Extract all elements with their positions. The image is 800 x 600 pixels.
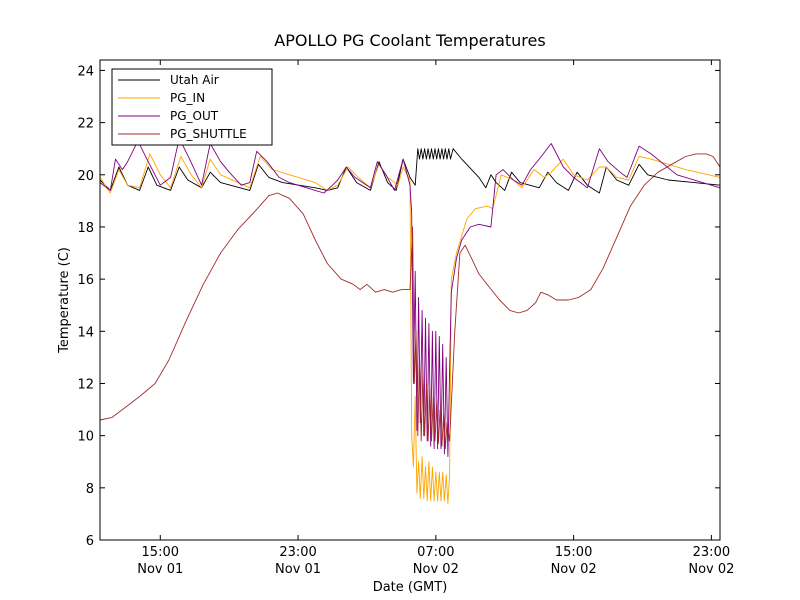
y-axis-label: Temperature (C) [57, 247, 72, 354]
legend-label-utah-air: Utah Air [170, 73, 219, 87]
series-line-utah-air [99, 148, 721, 194]
y-tick-label: 20 [77, 169, 94, 184]
y-tick-label: 10 [77, 430, 94, 445]
series-layer [99, 137, 721, 504]
y-tick-label: 14 [77, 325, 94, 340]
x-tick-label-time: 23:00 [279, 545, 316, 560]
y-tick-label: 18 [77, 221, 94, 236]
x-tick-label-time: 15:00 [142, 545, 179, 560]
y-tick-label: 8 [86, 482, 94, 497]
series-line-pg-in [99, 153, 721, 504]
y-tick-label: 12 [77, 377, 94, 392]
x-tick-label-time: 15:00 [555, 545, 592, 560]
y-tick-label: 24 [77, 64, 94, 79]
legend-label-pg-in: PG_IN [170, 91, 205, 105]
y-tick-label: 6 [86, 534, 94, 549]
series-line-pg-shuttle [99, 153, 721, 450]
x-tick-label-date: Nov 02 [551, 562, 597, 577]
x-tick-label-date: Nov 01 [137, 562, 183, 577]
legend: Utah Air PG_IN PG_OUT PG_SHUTTLE [111, 68, 273, 146]
x-tick-label-date: Nov 02 [413, 562, 459, 577]
legend-label-pg-out: PG_OUT [170, 109, 219, 123]
plot-frame [99, 59, 721, 541]
x-tick-label-date: Nov 01 [275, 562, 321, 577]
x-tick-label-date: Nov 02 [688, 562, 734, 577]
ticks-layer: 6 8 10 12 14 16 18 20 22 24 15:00 Nov 01 23:00 Nov 01… [77, 60, 734, 577]
chart-title: APOLLO PG Coolant Temperatures [274, 31, 545, 50]
x-tick-label-time: 23:00 [693, 545, 730, 560]
legend-label-pg-shuttle: PG_SHUTTLE [170, 127, 247, 141]
x-tick-label-time: 07:00 [417, 545, 454, 560]
y-tick-label: 22 [77, 117, 94, 132]
legend-box [111, 68, 273, 146]
y-tick-label: 16 [77, 273, 94, 288]
x-axis-label: Date (GMT) [373, 580, 448, 595]
